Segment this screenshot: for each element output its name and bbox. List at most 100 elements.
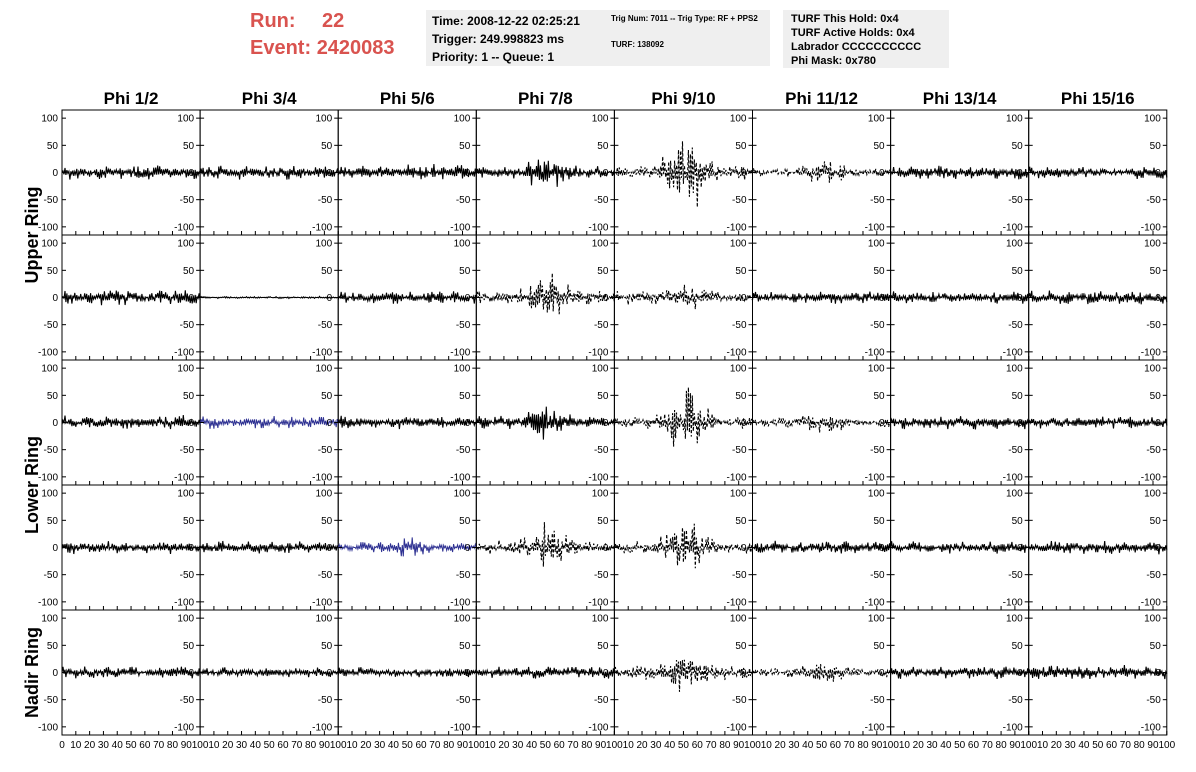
x-tick-label: 100 xyxy=(606,740,623,751)
panel-frame xyxy=(613,359,754,486)
y-tick-label: -50 xyxy=(594,320,609,331)
y-tick-label: 50 xyxy=(735,516,747,527)
x-tick-label: 40 xyxy=(112,740,124,751)
y-tick-label: 0 xyxy=(1155,418,1161,429)
y-tick-label: -100 xyxy=(588,722,608,733)
y-tick-label: -100 xyxy=(450,472,470,483)
y-tick-label: -100 xyxy=(38,472,58,483)
y-tick-label: 100 xyxy=(177,614,194,625)
x-tick-label: 20 xyxy=(636,740,648,751)
waveform-trace xyxy=(752,663,892,682)
y-tick-label: 50 xyxy=(183,391,195,402)
panel-frame xyxy=(61,359,201,486)
y-tick-label: 50 xyxy=(1150,516,1162,527)
y-tick-label: 0 xyxy=(52,668,58,679)
x-tick-label: 30 xyxy=(1065,740,1077,751)
y-tick-label: 0 xyxy=(327,543,333,554)
y-tick-label: 50 xyxy=(735,391,747,402)
y-tick-label: -100 xyxy=(174,347,194,358)
column-header: Phi 7/8 xyxy=(518,89,573,108)
y-tick-label: -100 xyxy=(174,722,194,733)
y-tick-label: 100 xyxy=(1006,489,1023,500)
x-tick-label: 50 xyxy=(1092,740,1104,751)
y-tick-label: -100 xyxy=(865,347,885,358)
y-tick-label: 50 xyxy=(183,516,195,527)
waveform-trace xyxy=(61,290,201,306)
y-tick-label: 0 xyxy=(52,168,58,179)
y-tick-label: -50 xyxy=(870,695,885,706)
x-tick-label: 70 xyxy=(844,740,856,751)
event-value: 2420083 xyxy=(316,37,395,59)
y-tick-label: -50 xyxy=(44,195,59,206)
y-tick-label: -50 xyxy=(1008,445,1023,456)
y-tick-label: 100 xyxy=(868,364,885,375)
y-tick-label: -50 xyxy=(1008,195,1023,206)
y-tick-label: 100 xyxy=(454,239,471,250)
x-tick-label: 60 xyxy=(968,740,980,751)
waveform-trace xyxy=(475,159,615,187)
y-tick-label: 100 xyxy=(316,239,333,250)
x-tick-label: 40 xyxy=(250,740,262,751)
x-tick-label: 50 xyxy=(678,740,690,751)
y-tick-label: 0 xyxy=(1155,293,1161,304)
y-tick-label: 50 xyxy=(47,391,59,402)
y-tick-label: -100 xyxy=(726,597,746,608)
y-tick-label: 50 xyxy=(459,266,471,277)
y-tick-label: 0 xyxy=(1017,668,1023,679)
column-header: Phi 13/14 xyxy=(923,89,997,108)
y-tick-label: 0 xyxy=(1155,168,1161,179)
y-tick-label: 100 xyxy=(868,239,885,250)
y-tick-label: -100 xyxy=(726,472,746,483)
y-tick-label: -100 xyxy=(312,222,332,233)
y-tick-label: 50 xyxy=(597,391,609,402)
waveform-trace xyxy=(890,291,1030,304)
y-tick-label: -100 xyxy=(174,472,194,483)
y-tick-label: 100 xyxy=(1144,489,1161,500)
y-tick-label: 100 xyxy=(868,614,885,625)
waveform-trace xyxy=(61,541,201,555)
waveform-trace xyxy=(890,416,1030,430)
y-tick-label: 100 xyxy=(316,114,333,125)
y-tick-label: 100 xyxy=(868,489,885,500)
x-tick-label: 40 xyxy=(1078,740,1090,751)
x-tick-label: 20 xyxy=(84,740,96,751)
x-tick-label: 90 xyxy=(1009,740,1021,751)
y-tick-label: -50 xyxy=(1008,570,1023,581)
column-header: Phi 11/12 xyxy=(785,89,858,108)
y-tick-label: 100 xyxy=(730,114,747,125)
phi-mask-text: Phi Mask: 0x780 xyxy=(791,55,876,67)
waveform-trace xyxy=(337,415,477,430)
x-tick-label: 0 xyxy=(59,740,65,751)
y-tick-label: 0 xyxy=(1017,543,1023,554)
y-tick-label: -50 xyxy=(180,320,195,331)
y-tick-label: -100 xyxy=(865,722,885,733)
y-tick-label: -50 xyxy=(456,195,471,206)
y-tick-label: 0 xyxy=(465,543,471,554)
y-tick-label: -50 xyxy=(180,695,195,706)
x-tick-label: 10 xyxy=(1037,740,1049,751)
x-tick-label: 30 xyxy=(650,740,662,751)
waveform-trace xyxy=(475,522,615,567)
y-tick-label: -100 xyxy=(1003,472,1023,483)
y-tick-label: -50 xyxy=(318,570,333,581)
y-tick-label: -100 xyxy=(174,597,194,608)
y-tick-label: -50 xyxy=(44,695,59,706)
y-tick-label: -50 xyxy=(180,195,195,206)
x-tick-label: 100 xyxy=(330,740,347,751)
y-tick-label: 50 xyxy=(321,141,333,152)
turf-text: TURF: 138092 xyxy=(611,40,664,49)
x-tick-label: 100 xyxy=(744,740,761,751)
y-tick-label: 0 xyxy=(741,543,747,554)
waveform-trace xyxy=(61,414,201,430)
x-tick-label: 80 xyxy=(857,740,869,751)
waveform-trace xyxy=(751,415,891,433)
y-tick-label: -100 xyxy=(38,347,58,358)
x-tick-label: 50 xyxy=(816,740,828,751)
y-tick-label: -100 xyxy=(588,222,608,233)
waveform-trace xyxy=(475,666,615,679)
y-tick-label: -100 xyxy=(1141,722,1161,733)
y-tick-label: -100 xyxy=(312,472,332,483)
y-tick-label: 100 xyxy=(730,239,747,250)
time-text: Time: 2008-12-22 02:25:21 xyxy=(432,14,580,28)
y-tick-label: 0 xyxy=(189,418,195,429)
